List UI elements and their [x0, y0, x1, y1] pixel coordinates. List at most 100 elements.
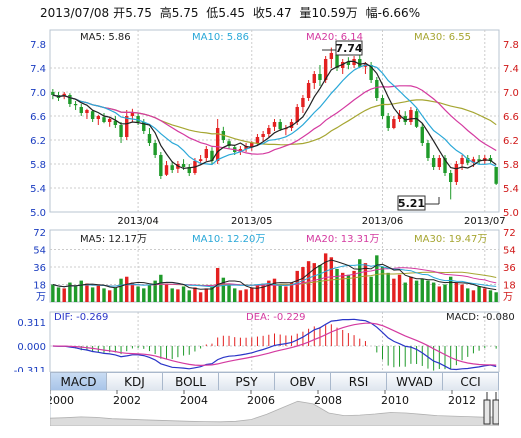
price-ma10-line — [52, 64, 497, 167]
volume-bar — [397, 274, 402, 302]
candle-body — [85, 110, 89, 113]
tab-kdj[interactable]: KDJ — [107, 372, 163, 391]
candle-body — [301, 98, 305, 107]
volume-bar — [409, 276, 413, 302]
navigator-handle[interactable] — [483, 392, 499, 425]
volume-bar — [295, 270, 299, 302]
volume-tick-right: 72 — [503, 228, 516, 239]
volume-bar — [233, 288, 237, 302]
macd-legend-dif: DIF: -0.269 — [54, 312, 108, 323]
month-tick-label: 2013/04 — [117, 216, 159, 227]
candle-body — [198, 159, 203, 161]
volume-bar — [113, 287, 118, 302]
volume-bar — [136, 286, 140, 302]
candle-body — [79, 107, 83, 113]
max-price-label: 7.74 — [335, 42, 362, 55]
volume-bar — [102, 288, 106, 302]
tab-cci[interactable]: CCI — [443, 372, 499, 391]
candle-body — [142, 122, 146, 131]
volume-bar — [221, 277, 226, 302]
candle-body — [443, 158, 447, 173]
volume-bar — [250, 287, 254, 302]
close-label: 收 — [252, 6, 265, 20]
volume-bar — [198, 292, 203, 302]
volume-label: 量 — [299, 6, 312, 20]
candle-body — [51, 92, 55, 95]
tab-psy[interactable]: PSY — [219, 372, 275, 391]
candle-body — [426, 143, 430, 158]
volume-bar — [460, 284, 464, 302]
candle-body — [210, 150, 214, 161]
candle-body — [136, 116, 140, 122]
price-tick-right: 6.6 — [503, 112, 519, 123]
candle-body — [267, 128, 271, 134]
close-value: 5.47 — [264, 6, 292, 20]
candle-body — [466, 158, 470, 163]
navigator-history: 2000 2002 2004 2006 2008 2010 2012 — [50, 390, 499, 426]
tab-wvad[interactable]: WVAD — [387, 372, 443, 391]
volume-bar — [244, 289, 248, 302]
indicator-tabs: MACD KDJ BOLL PSY OBV RSI WVAD CCI — [50, 372, 499, 391]
volume-tick-left: 36 — [33, 263, 46, 274]
volume-bar — [363, 263, 368, 302]
vol-legend-ma30: MA30: 19.47万 — [414, 234, 487, 245]
volume-bar — [284, 286, 288, 302]
volume-bar — [119, 278, 123, 302]
candle-body — [113, 120, 118, 125]
candle-body — [295, 107, 299, 122]
volume-bar — [466, 288, 470, 302]
price-panel — [51, 47, 498, 200]
volume-bar — [56, 287, 61, 302]
candle-body — [375, 80, 379, 98]
volume-value: 10.59万 — [311, 6, 358, 20]
candle-body — [318, 74, 322, 80]
tab-obv[interactable]: OBV — [275, 372, 331, 391]
tab-rsi[interactable]: RSI — [331, 372, 387, 391]
candle-body — [409, 110, 413, 122]
volume-bar — [289, 282, 294, 302]
volume-bar — [352, 270, 356, 302]
candle-body — [471, 159, 476, 163]
candle-body — [73, 104, 78, 106]
timeline-navigator[interactable]: 2000 2002 2004 2006 2008 2010 2012 — [50, 390, 499, 426]
candle-body — [448, 173, 453, 182]
volume-bar — [375, 255, 379, 302]
navigator-year-label: 2008 — [314, 394, 342, 407]
volume-bar — [170, 288, 174, 302]
volume-bar — [176, 289, 180, 302]
volume-bar — [380, 267, 385, 302]
candle-body — [255, 137, 260, 143]
volume-tick-right: 36 — [503, 263, 516, 274]
volume-bar — [181, 286, 186, 302]
volume-bar — [414, 280, 419, 302]
macd-tick-left: -0.311 — [14, 366, 46, 372]
tab-boll[interactable]: BOLL — [163, 372, 219, 391]
candle-body — [335, 54, 339, 68]
volume-bar — [443, 284, 447, 302]
price-tick-left: 7.8 — [30, 40, 46, 51]
candle-body — [358, 59, 362, 67]
volume-bar — [68, 282, 72, 302]
price-tick-right: 7.8 — [503, 40, 519, 51]
volume-bar — [90, 287, 95, 302]
low-value: 5.45 — [218, 6, 246, 20]
open-label: 开 — [113, 6, 126, 20]
volume-bar — [346, 274, 351, 302]
volume-bar — [187, 290, 191, 302]
vol-legend-ma10: MA10: 12.20万 — [192, 234, 265, 245]
price-frame — [49, 29, 500, 213]
volume-tick-right: 万 — [503, 292, 513, 303]
volume-bar — [125, 276, 129, 302]
candle-body — [244, 146, 248, 149]
candle-body — [329, 53, 334, 59]
candle-body — [204, 149, 209, 158]
macd-legend-macd: MACD: -0.080 — [446, 312, 515, 323]
tab-macd[interactable]: MACD — [50, 372, 107, 391]
legend-ma20: MA20: 6.14 — [306, 32, 363, 43]
navigator-area — [50, 400, 499, 426]
volume-bar — [267, 280, 271, 302]
candle-body — [90, 111, 95, 119]
vol-legend-ma20: MA20: 13.31万 — [306, 234, 379, 245]
volume-bar — [494, 292, 498, 302]
stock-chart: 7.8 7.8 7.4 7.4 7.0 7.0 6.6 6.6 6.2 6.2 5.8 5.8 5.4 5… — [14, 29, 519, 372]
